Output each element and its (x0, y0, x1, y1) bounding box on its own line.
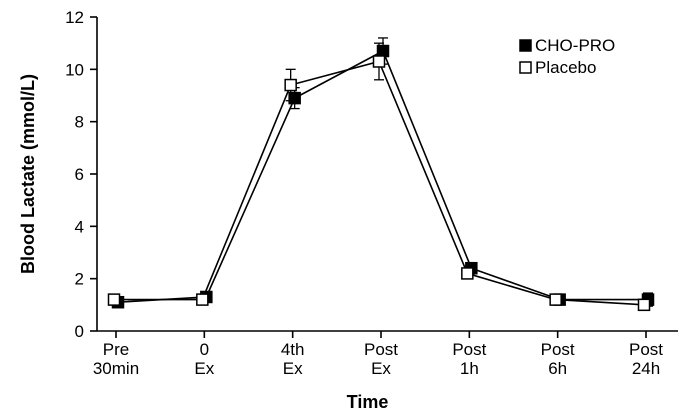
x-tick-label: 4th (281, 340, 305, 359)
x-tick-label: 30min (93, 359, 139, 378)
x-tick-label: 1h (460, 359, 479, 378)
y-tick-label: 12 (65, 8, 84, 27)
x-tick-label: 24h (632, 359, 660, 378)
y-ticks: 0 2 4 6 8 10 12 (65, 8, 97, 341)
x-tick-label: Pre (103, 340, 129, 359)
x-tick-label: Ex (194, 359, 214, 378)
x-tick-label: Post (541, 340, 575, 359)
series-layer (107, 37, 655, 312)
y-tick-label: 4 (75, 217, 84, 236)
legend: CHO-PRO Placebo (519, 36, 615, 77)
x-tick-label: Ex (283, 359, 303, 378)
x-tick-label: 6h (548, 359, 567, 378)
x-tick-label: Ex (371, 359, 391, 378)
legend-marker (519, 61, 532, 74)
data-point (288, 91, 301, 105)
data-point (284, 78, 297, 92)
legend-label: CHO-PRO (535, 36, 615, 55)
y-tick-label: 2 (75, 270, 84, 289)
series-line (114, 60, 645, 306)
data-point (637, 298, 651, 312)
x-ticks: Pre30min0Ex4thExPostExPost1hPost6hPost24… (93, 331, 663, 378)
series-line (117, 49, 648, 304)
y-tick-label: 0 (75, 322, 84, 341)
legend-label: Placebo (535, 58, 596, 77)
y-tick-label: 8 (75, 113, 84, 132)
data-point (549, 293, 562, 306)
y-tick-label: 10 (65, 60, 84, 79)
data-point (107, 293, 121, 306)
data-point (372, 55, 386, 68)
y-axis-title: Blood Lactate (mmol/L) (18, 74, 38, 274)
series-placebo (107, 42, 651, 312)
x-tick-label: Post (452, 340, 486, 359)
data-point (461, 267, 474, 280)
y-tick-label: 6 (75, 165, 84, 184)
x-tick-label: Post (629, 340, 663, 359)
legend-marker (519, 39, 532, 52)
x-axis-title: Time (347, 392, 389, 412)
series-cho-pro (111, 37, 655, 309)
data-point (196, 293, 209, 306)
x-tick-label: 0 (200, 340, 209, 359)
x-tick-label: Post (364, 340, 398, 359)
